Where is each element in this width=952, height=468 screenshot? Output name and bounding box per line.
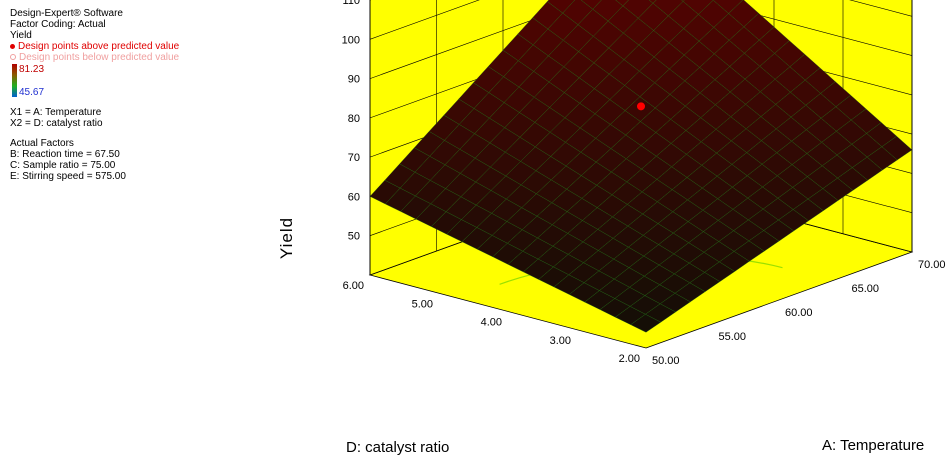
- response-label: Yield: [10, 30, 32, 41]
- y-tick-label: 5.00: [412, 298, 433, 310]
- z-tick-label: 50: [348, 231, 360, 243]
- surface-cell: [681, 0, 685, 2]
- z-tick-label: 70: [348, 152, 360, 164]
- software-label: Design-Expert® Software: [10, 8, 123, 19]
- legend-below: Design points below predicted value: [10, 52, 179, 63]
- grid-line-z-90: [369, 0, 913, 79]
- x2-label: X2 = D: catalyst ratio: [10, 118, 103, 129]
- legend-above-label: Design points above predicted value: [18, 41, 180, 52]
- x-axis-title: A: Temperature: [822, 437, 924, 454]
- below-dot-icon: [10, 54, 16, 61]
- actual-factor-e: E: Stirring speed = 575.00: [10, 171, 126, 182]
- x1-label: X1 = A: Temperature: [10, 107, 102, 118]
- color-bar: [12, 64, 17, 97]
- response-surface: [369, 0, 913, 333]
- design-point: [637, 102, 645, 111]
- z-tick-label: 80: [348, 113, 360, 125]
- y-tick-label: 6.00: [343, 280, 364, 292]
- legend-below-label: Design points below predicted value: [19, 52, 180, 63]
- y-tick-label: 2.00: [619, 353, 640, 365]
- above-dot-icon: [10, 43, 15, 49]
- actual-factors-title: Actual Factors: [10, 138, 74, 149]
- x-tick-label: 65.00: [852, 283, 880, 295]
- z-tick-label: 60: [348, 191, 360, 203]
- actual-factor-c: C: Sample ratio = 75.00: [10, 160, 116, 171]
- legend-panel: Design-Expert® Software Factor Coding: A…: [10, 8, 179, 182]
- factor-coding-label: Factor Coding: Actual: [10, 19, 106, 30]
- surface-cell: [648, 0, 657, 4]
- x-tick-label: 60.00: [785, 307, 813, 319]
- color-min-label: 45.67: [19, 87, 45, 98]
- z-tick-label: 110: [342, 0, 360, 7]
- y-axis-title: D: catalyst ratio: [346, 439, 449, 456]
- x-tick-label: 70.00: [918, 259, 946, 271]
- z-tick-label: 90: [348, 74, 360, 86]
- y-tick-label: 4.00: [481, 317, 502, 329]
- surface-cell: [615, 0, 629, 7]
- z-tick-label: 100: [342, 34, 360, 46]
- x-tick-label: 50.00: [652, 355, 680, 367]
- color-scale: 81.23 45.67: [10, 64, 179, 98]
- surface-cell: [630, 314, 662, 333]
- color-max-label: 81.23: [19, 64, 45, 75]
- y-tick-label: 3.00: [550, 335, 571, 347]
- z-axis-title: Yield: [277, 217, 296, 259]
- legend-above: Design points above predicted value: [10, 41, 179, 52]
- x-tick-label: 55.00: [719, 331, 747, 343]
- actual-factor-b: B: Reaction time = 67.50: [10, 149, 120, 160]
- grid-line-z-100: [369, 0, 913, 40]
